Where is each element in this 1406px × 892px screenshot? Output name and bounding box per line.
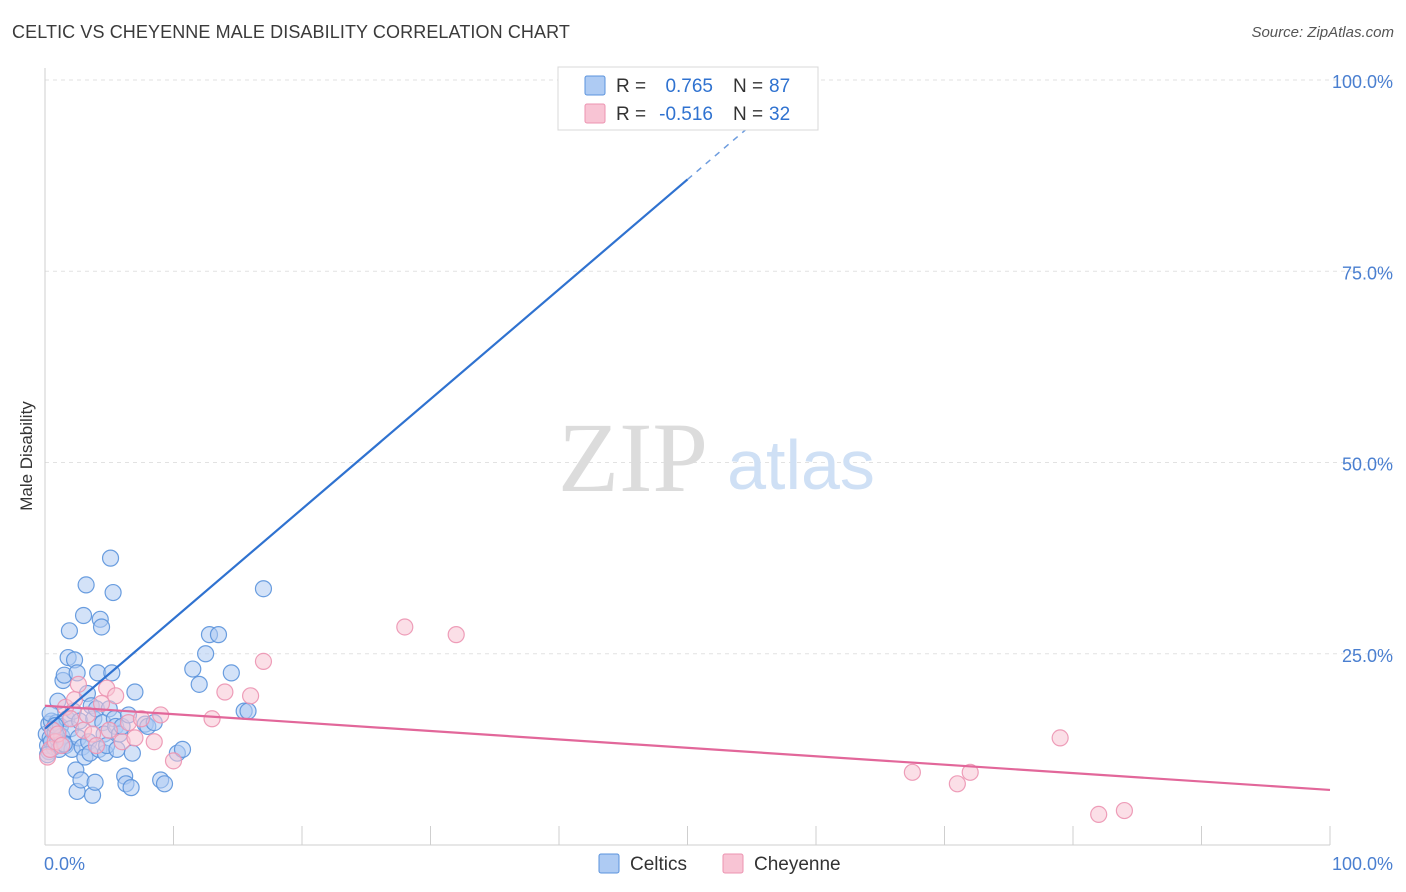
point-celtics [254,580,273,598]
point-cheyenne [903,763,921,781]
point-celtics [72,771,90,789]
stats-n-label-cheyenne: N = [733,104,763,125]
point-celtics [209,626,228,644]
point-cheyenne [203,710,221,728]
point-celtics [239,702,257,720]
trendline-celtics-extension [687,129,746,181]
legend-swatch-cheyenne[interactable] [722,853,744,874]
watermark-atlas: atlas [727,426,875,504]
point-cheyenne [1115,801,1134,820]
y-tick-label: 50.0% [1342,455,1393,475]
trend-layer [44,129,1331,792]
point-cheyenne [100,721,118,739]
point-cheyenne [164,752,183,770]
points-layer [37,549,1134,824]
stats-r-label-cheyenne: R = [616,104,646,125]
point-cheyenne [78,706,97,724]
point-cheyenne [216,683,234,701]
point-cheyenne [447,626,465,644]
legend-label-celtics[interactable]: Celtics [630,854,687,875]
stats-r-label-celtics: R = [616,76,646,97]
point-cheyenne [126,729,144,747]
point-celtics [122,779,140,797]
point-cheyenne [1090,805,1108,824]
point-cheyenne [961,763,979,781]
point-cheyenne [62,710,80,728]
point-celtics [74,606,93,625]
point-cheyenne [254,652,273,671]
grid-layer [45,79,1395,655]
point-cheyenne [92,694,111,713]
point-celtics [222,664,240,682]
y-tick-label: 75.0% [1342,263,1393,283]
stats-swatch-cheyenne [584,103,606,124]
point-celtics [155,775,174,793]
point-celtics [190,675,208,693]
point-cheyenne [69,675,88,693]
point-celtics [77,576,95,594]
point-celtics [184,660,202,678]
point-celtics [126,683,144,701]
stats-r-value-celtics: 0.765 [665,76,713,97]
stats-n-value-cheyenne: 32 [769,104,790,125]
point-cheyenne [145,733,163,751]
point-cheyenne [242,687,260,705]
watermark: ZIP atlas [558,402,875,513]
trendline-cheyenne [44,704,1331,792]
point-celtics [101,549,120,567]
point-celtics [60,622,79,640]
stats-r-value-cheyenne: -0.516 [659,104,713,125]
trendline-celtics [44,178,689,730]
point-cheyenne [1051,729,1069,747]
chart-title: CELTIC VS CHEYENNE MALE DISABILITY CORRE… [12,22,570,42]
point-celtics [92,618,111,636]
y-tick-label: 25.0% [1342,646,1393,666]
stats-n-value-celtics: 87 [769,76,790,97]
series-legend: Celtics Cheyenne [598,853,841,875]
point-cheyenne [948,775,966,793]
point-cheyenne [132,710,150,728]
point-cheyenne [107,687,125,705]
watermark-zip: ZIP [558,402,708,513]
y-tick-label: 100.0% [1332,72,1393,92]
point-cheyenne [396,618,414,636]
point-celtics [197,645,215,663]
point-cheyenne [87,736,106,755]
stats-swatch-celtics [584,75,606,96]
x-tick-label: 100.0% [1332,854,1393,874]
point-cheyenne [152,706,170,724]
legend-swatch-celtics[interactable] [598,853,620,874]
point-celtics [86,773,104,791]
source-label: Source: ZipAtlas.com [1251,24,1394,41]
x-tick-label: 0.0% [44,854,85,874]
stats-n-label-celtics: N = [733,76,763,97]
point-celtics [173,740,192,758]
point-celtics [104,583,122,602]
point-cheyenne [53,736,71,755]
legend-label-cheyenne[interactable]: Cheyenne [754,854,841,875]
axes-layer: 25.0% 50.0% 75.0% 100.0% 0.0% 100.0% [44,68,1393,874]
stats-legend: R = 0.765 N = 87 R = -0.516 N = 32 [557,66,819,131]
